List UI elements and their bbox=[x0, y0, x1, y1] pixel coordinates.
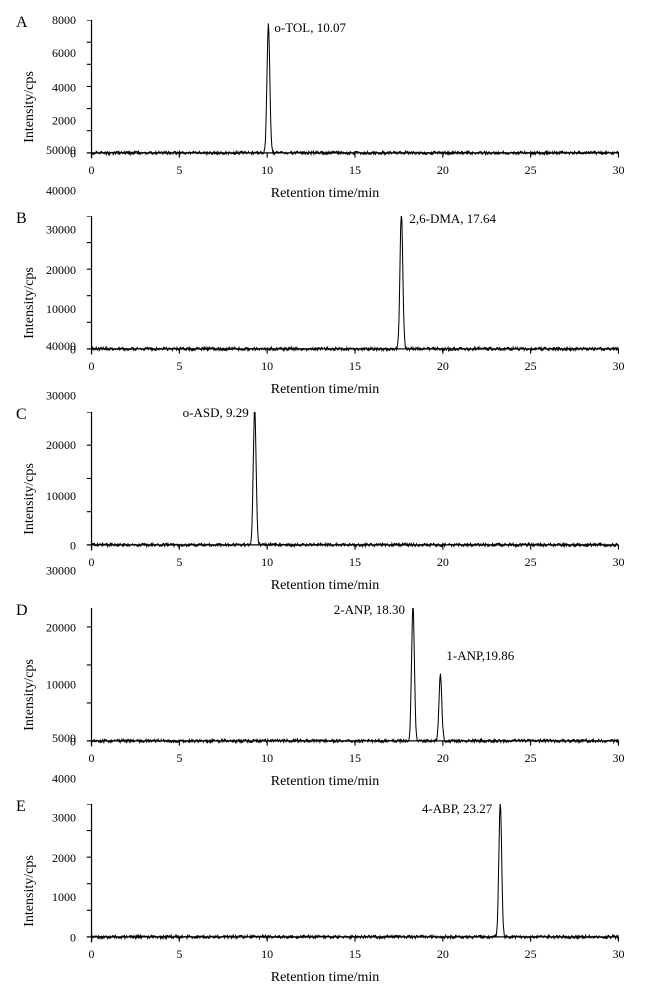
panel-letter: E bbox=[16, 798, 26, 816]
chromatogram-svg bbox=[84, 804, 626, 950]
trace-line bbox=[92, 216, 619, 350]
x-tick-label: 25 bbox=[525, 551, 537, 570]
panel-letter: A bbox=[16, 14, 28, 32]
x-tick-label: 20 bbox=[437, 551, 449, 570]
x-tick-label: 5 bbox=[176, 747, 182, 766]
x-tick-label: 30 bbox=[612, 551, 624, 570]
x-tick-label: 10 bbox=[261, 943, 273, 962]
y-tick-label: 50000 bbox=[46, 143, 84, 289]
x-tick-label: 30 bbox=[612, 943, 624, 962]
x-tick-label: 25 bbox=[525, 159, 537, 178]
x-tick-label: 5 bbox=[176, 159, 182, 178]
panel-C: C Intensity/cps Retention time/min 01000020… bbox=[10, 404, 640, 594]
x-tick-label: 0 bbox=[89, 747, 95, 766]
peak-label: 4-ABP, 23.27 bbox=[422, 801, 492, 817]
x-tick-label: 5 bbox=[176, 355, 182, 374]
plot-area: 01000020000300000510152025302-ANP, 18.30… bbox=[84, 608, 626, 754]
panel-letter: B bbox=[16, 210, 27, 228]
peak-label: o-ASD, 9.29 bbox=[183, 405, 249, 421]
y-axis-label: Intensity/cps bbox=[22, 659, 38, 731]
panel-letter: C bbox=[16, 406, 27, 424]
peak-label: 2,6-DMA, 17.64 bbox=[409, 211, 496, 227]
x-tick-label: 0 bbox=[89, 159, 95, 178]
chromatogram-svg bbox=[84, 412, 626, 558]
y-axis-label: Intensity/cps bbox=[22, 463, 38, 535]
peak-label: 1-ANP,19.86 bbox=[446, 648, 514, 664]
x-axis-label: Retention time/min bbox=[271, 382, 380, 398]
y-axis-label: Intensity/cps bbox=[22, 267, 38, 339]
plot-area: 010000200003000040000500000510152025302,… bbox=[84, 216, 626, 362]
y-axis-label: Intensity/cps bbox=[22, 855, 38, 927]
chromatogram-svg bbox=[84, 20, 626, 166]
x-tick-label: 10 bbox=[261, 159, 273, 178]
trace-line bbox=[92, 608, 619, 742]
x-tick-label: 15 bbox=[349, 551, 361, 570]
x-tick-label: 30 bbox=[612, 355, 624, 374]
x-tick-label: 25 bbox=[525, 355, 537, 374]
x-tick-label: 20 bbox=[437, 747, 449, 766]
y-tick-label: 0 bbox=[70, 930, 84, 943]
x-tick-label: 10 bbox=[261, 551, 273, 570]
x-axis-label: Retention time/min bbox=[271, 774, 380, 790]
x-tick-label: 20 bbox=[437, 159, 449, 178]
x-tick-label: 25 bbox=[525, 943, 537, 962]
x-tick-label: 15 bbox=[349, 943, 361, 962]
x-tick-label: 15 bbox=[349, 355, 361, 374]
x-tick-label: 25 bbox=[525, 747, 537, 766]
x-tick-label: 30 bbox=[612, 159, 624, 178]
x-tick-label: 5 bbox=[176, 943, 182, 962]
x-axis-label: Retention time/min bbox=[271, 186, 380, 202]
plot-area: 0100020003000400050000510152025304-ABP, … bbox=[84, 804, 626, 950]
y-tick-label: 30000 bbox=[46, 563, 84, 690]
panel-letter: D bbox=[16, 602, 28, 620]
x-tick-label: 0 bbox=[89, 551, 95, 570]
x-tick-label: 20 bbox=[437, 943, 449, 962]
panel-D: D Intensity/cps Retention time/min 01000020… bbox=[10, 600, 640, 790]
y-tick-label: 12000 bbox=[46, 0, 84, 93]
x-axis-label: Retention time/min bbox=[271, 970, 380, 986]
trace-line bbox=[92, 412, 619, 546]
x-tick-label: 0 bbox=[89, 943, 95, 962]
x-tick-label: 10 bbox=[261, 747, 273, 766]
x-tick-label: 5 bbox=[176, 551, 182, 570]
x-tick-label: 0 bbox=[89, 355, 95, 374]
x-tick-label: 15 bbox=[349, 747, 361, 766]
chromatogram-svg bbox=[84, 216, 626, 362]
peak-label: o-TOL, 10.07 bbox=[274, 20, 346, 36]
x-tick-label: 15 bbox=[349, 159, 361, 178]
panel-E: E Intensity/cps Retention time/min 01000200… bbox=[10, 796, 640, 986]
trace-line bbox=[92, 23, 619, 154]
plot-area: 020004000600080001000012000051015202530o… bbox=[84, 20, 626, 166]
x-tick-label: 10 bbox=[261, 355, 273, 374]
trace-line bbox=[92, 804, 619, 938]
y-tick-label: 0 bbox=[70, 538, 84, 551]
y-axis-label: Intensity/cps bbox=[22, 71, 38, 143]
plot-area: 010000200003000040000051015202530o-ASD, … bbox=[84, 412, 626, 558]
x-tick-label: 20 bbox=[437, 355, 449, 374]
x-axis-label: Retention time/min bbox=[271, 578, 380, 594]
panel-B: B Intensity/cps Retention time/min 01000020… bbox=[10, 208, 640, 398]
y-tick-label: 40000 bbox=[46, 339, 84, 485]
x-tick-label: 30 bbox=[612, 747, 624, 766]
chromatogram-svg bbox=[84, 608, 626, 754]
y-tick-label: 5000 bbox=[52, 731, 84, 877]
panel-A: A Intensity/cps Retention time/min 02000400… bbox=[10, 12, 640, 202]
peak-label: 2-ANP, 18.30 bbox=[334, 602, 405, 618]
chromatogram-figure: AIntensity/cpsRetention time/min02000400… bbox=[10, 12, 640, 986]
